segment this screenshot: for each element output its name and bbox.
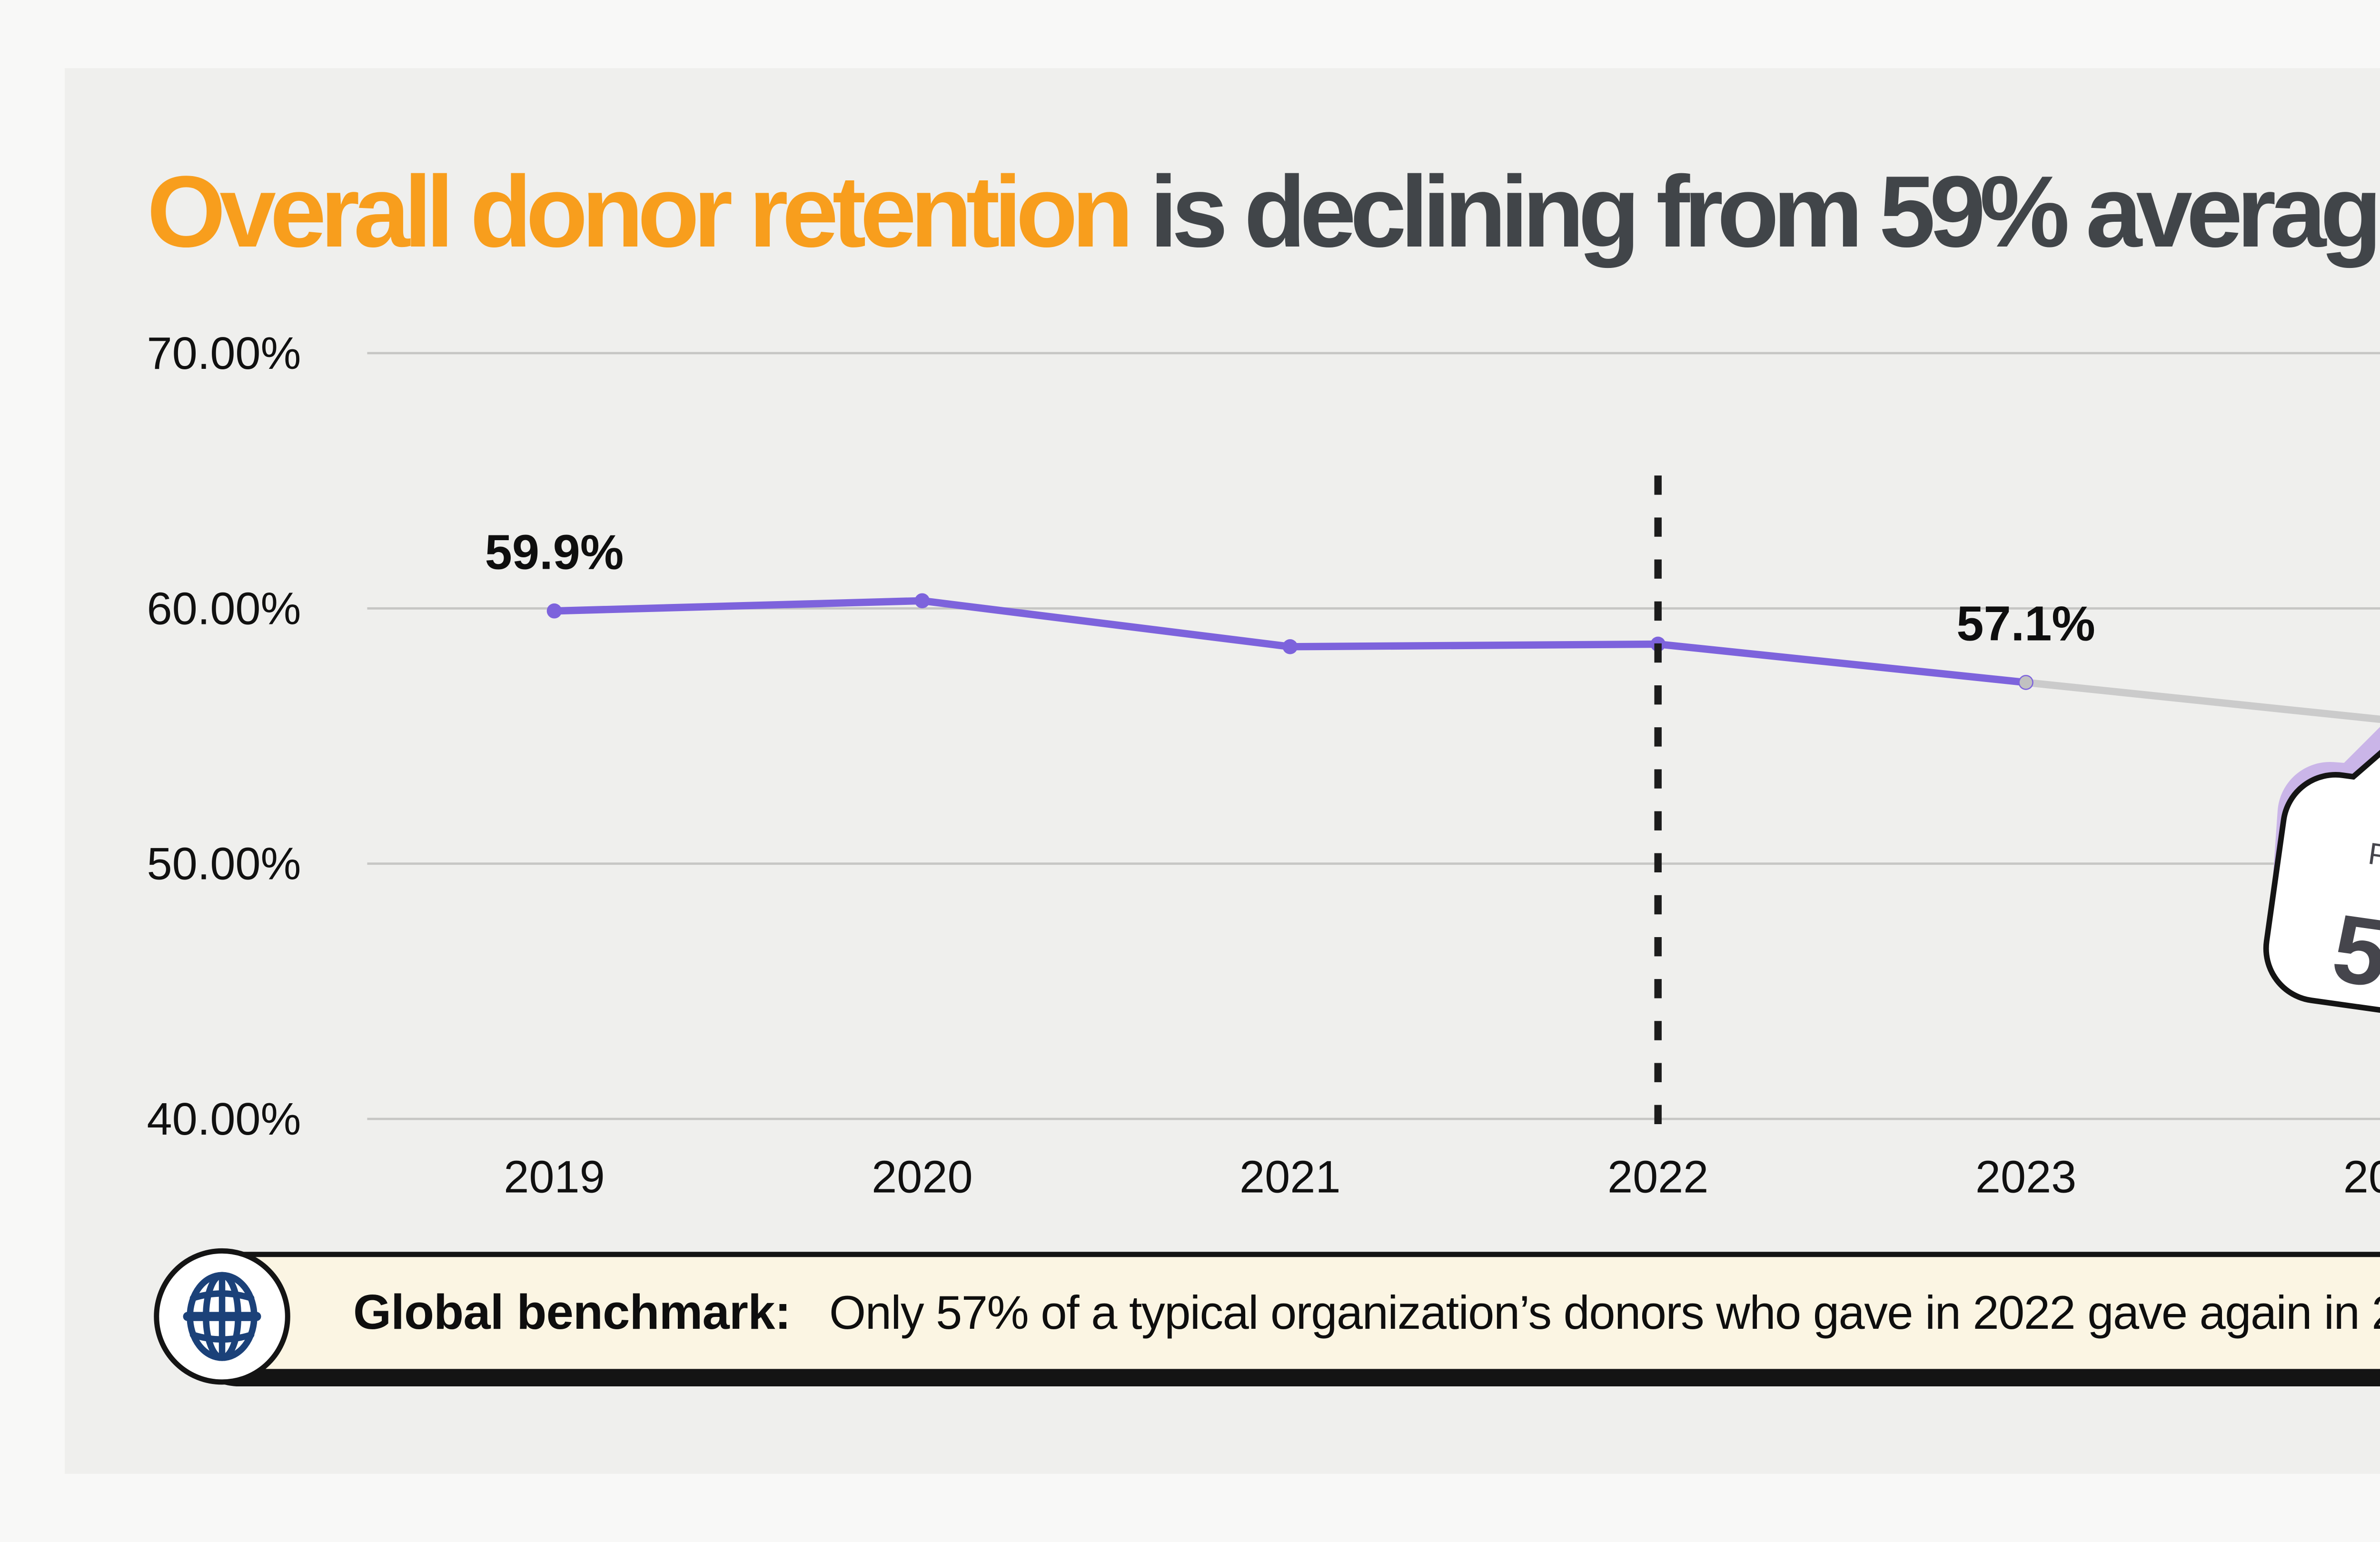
x-tick-label: 2019 [504,1152,605,1202]
infographic-card [64,68,2380,1474]
benchmark-text: Only 57% of a typical organization’s don… [829,1285,2380,1339]
x-tick-label: 2021 [1240,1152,1340,1202]
y-tick-label: 40.00% [147,1094,301,1145]
callout-bubble-shape [2263,737,2380,1047]
point-label: 59.9% [485,525,624,580]
point-label: 57.1% [1956,596,2095,651]
y-tick-label: 60.00% [147,583,301,634]
global-benchmark-bar: Global benchmark: Only 57% of a typical … [173,1252,2380,1374]
y-tick-label: 50.00% [147,839,301,890]
x-tick-label: 2023 [1975,1152,2076,1202]
title-rest: is declining from 59% average [1127,155,2380,269]
x-tick-label: 2020 [872,1152,972,1202]
data-point [2019,676,2033,689]
page-title: Overall donor retention is declining fro… [147,150,2380,276]
data-point [1282,639,1298,654]
retention-line-projected [2022,679,2380,723]
x-tick-label: 2024 [2343,1152,2380,1202]
callout-bubble-group: Projected retention 55.6% [2263,725,2380,1047]
x-tick-label: 2022 [1607,1152,1708,1202]
title-highlight: Overall donor retention [147,155,1134,269]
benchmark-lead-label: Global benchmark: [353,1285,791,1339]
globe-icon [183,1272,261,1361]
data-point [546,603,562,619]
globe-badge [154,1248,290,1385]
data-point [914,593,930,609]
y-tick-label: 70.00% [147,328,301,379]
